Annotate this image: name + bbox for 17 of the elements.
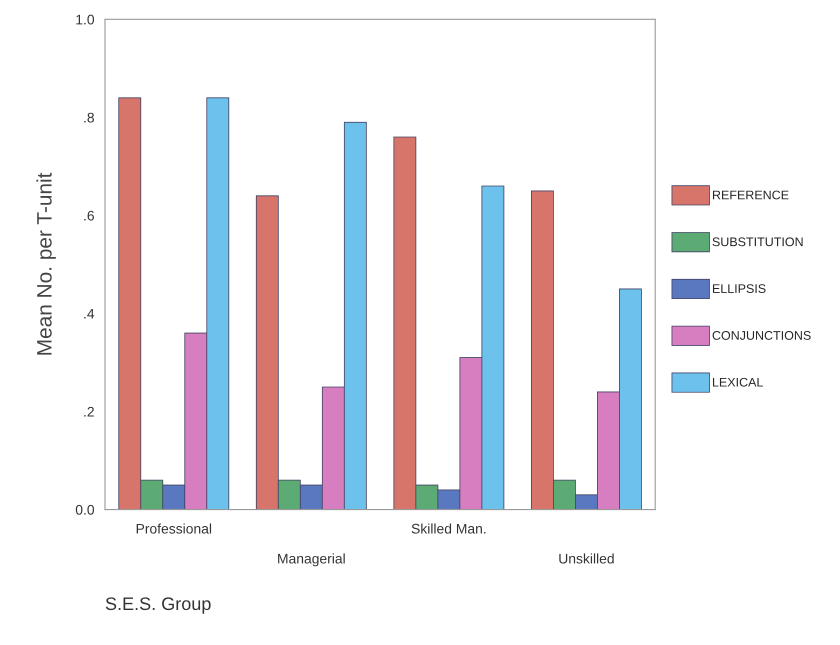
y-tick-label: .6 bbox=[84, 210, 94, 221]
y-axis-title: Mean No. per T-unit bbox=[36, 172, 56, 355]
x-tick-label: Managerial bbox=[278, 553, 345, 566]
x-tick-label: Skilled Man. bbox=[412, 523, 486, 534]
legend-label: CONJUNCTIONS bbox=[712, 331, 811, 340]
y-tick-label: .4 bbox=[84, 308, 94, 319]
legend-label: LEXICAL bbox=[712, 378, 763, 387]
x-tick-label: Professional bbox=[136, 523, 212, 534]
x-tick-label: Unskilled bbox=[559, 553, 614, 564]
y-tick-label: 1.0 bbox=[76, 14, 94, 25]
y-tick-label: 0.0 bbox=[76, 504, 94, 515]
y-tick-label: .8 bbox=[84, 112, 94, 123]
legend-label: SUBSTITUTION bbox=[712, 237, 803, 246]
legend-label: ELLIPSIS bbox=[712, 284, 766, 294]
y-tick-label: .2 bbox=[84, 406, 94, 417]
x-axis-title: S.E.S. Group bbox=[106, 597, 211, 614]
legend-label: REFERENCE bbox=[712, 190, 789, 200]
